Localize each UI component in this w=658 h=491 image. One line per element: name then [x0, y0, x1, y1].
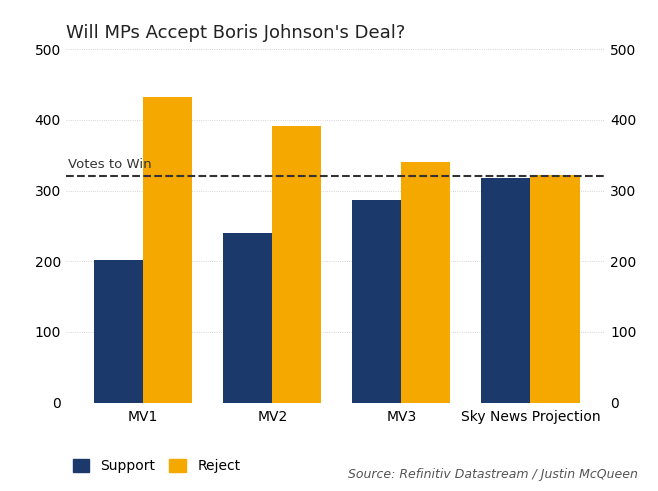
Legend: Support, Reject: Support, Reject [73, 460, 240, 473]
Text: Will MPs Accept Boris Johnson's Deal?: Will MPs Accept Boris Johnson's Deal? [66, 24, 405, 42]
Bar [353, 200, 401, 403]
Text: Source: Refinitiv Datastream / Justin McQueen: Source: Refinitiv Datastream / Justin Mc… [348, 468, 638, 481]
Bar [223, 233, 272, 403]
Bar [401, 162, 451, 403]
Bar [94, 260, 143, 403]
Bar [482, 179, 530, 403]
Bar [272, 126, 321, 403]
Bar [530, 175, 580, 403]
Text: Votes to Win: Votes to Win [68, 158, 152, 171]
Bar [143, 97, 192, 403]
